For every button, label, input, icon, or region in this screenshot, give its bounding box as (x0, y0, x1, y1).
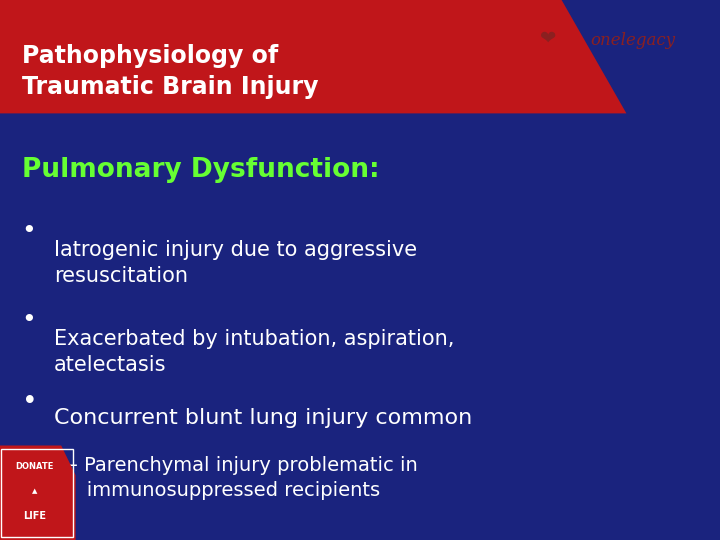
Text: ▲: ▲ (32, 488, 37, 494)
Text: onelegacy: onelegacy (590, 32, 675, 49)
Text: ❤: ❤ (540, 28, 557, 48)
Text: LIFE: LIFE (23, 511, 45, 522)
Polygon shape (0, 0, 626, 113)
Text: Concurrent blunt lung injury common: Concurrent blunt lung injury common (54, 408, 472, 428)
Text: Pulmonary Dysfunction:: Pulmonary Dysfunction: (22, 157, 379, 183)
Polygon shape (0, 446, 76, 540)
Text: •: • (22, 389, 37, 415)
Text: Exacerbated by intubation, aspiration,
atelectasis: Exacerbated by intubation, aspiration, a… (54, 329, 454, 375)
Text: – Parenchymal injury problematic in
   immunosuppressed recipients: – Parenchymal injury problematic in immu… (68, 456, 418, 500)
Text: Iatrogenic injury due to aggressive
resuscitation: Iatrogenic injury due to aggressive resu… (54, 240, 417, 286)
Text: Pathophysiology of
Traumatic Brain Injury: Pathophysiology of Traumatic Brain Injur… (22, 44, 318, 99)
Text: •: • (22, 219, 36, 242)
Text: DONATE: DONATE (15, 462, 53, 471)
Text: •: • (22, 308, 36, 332)
